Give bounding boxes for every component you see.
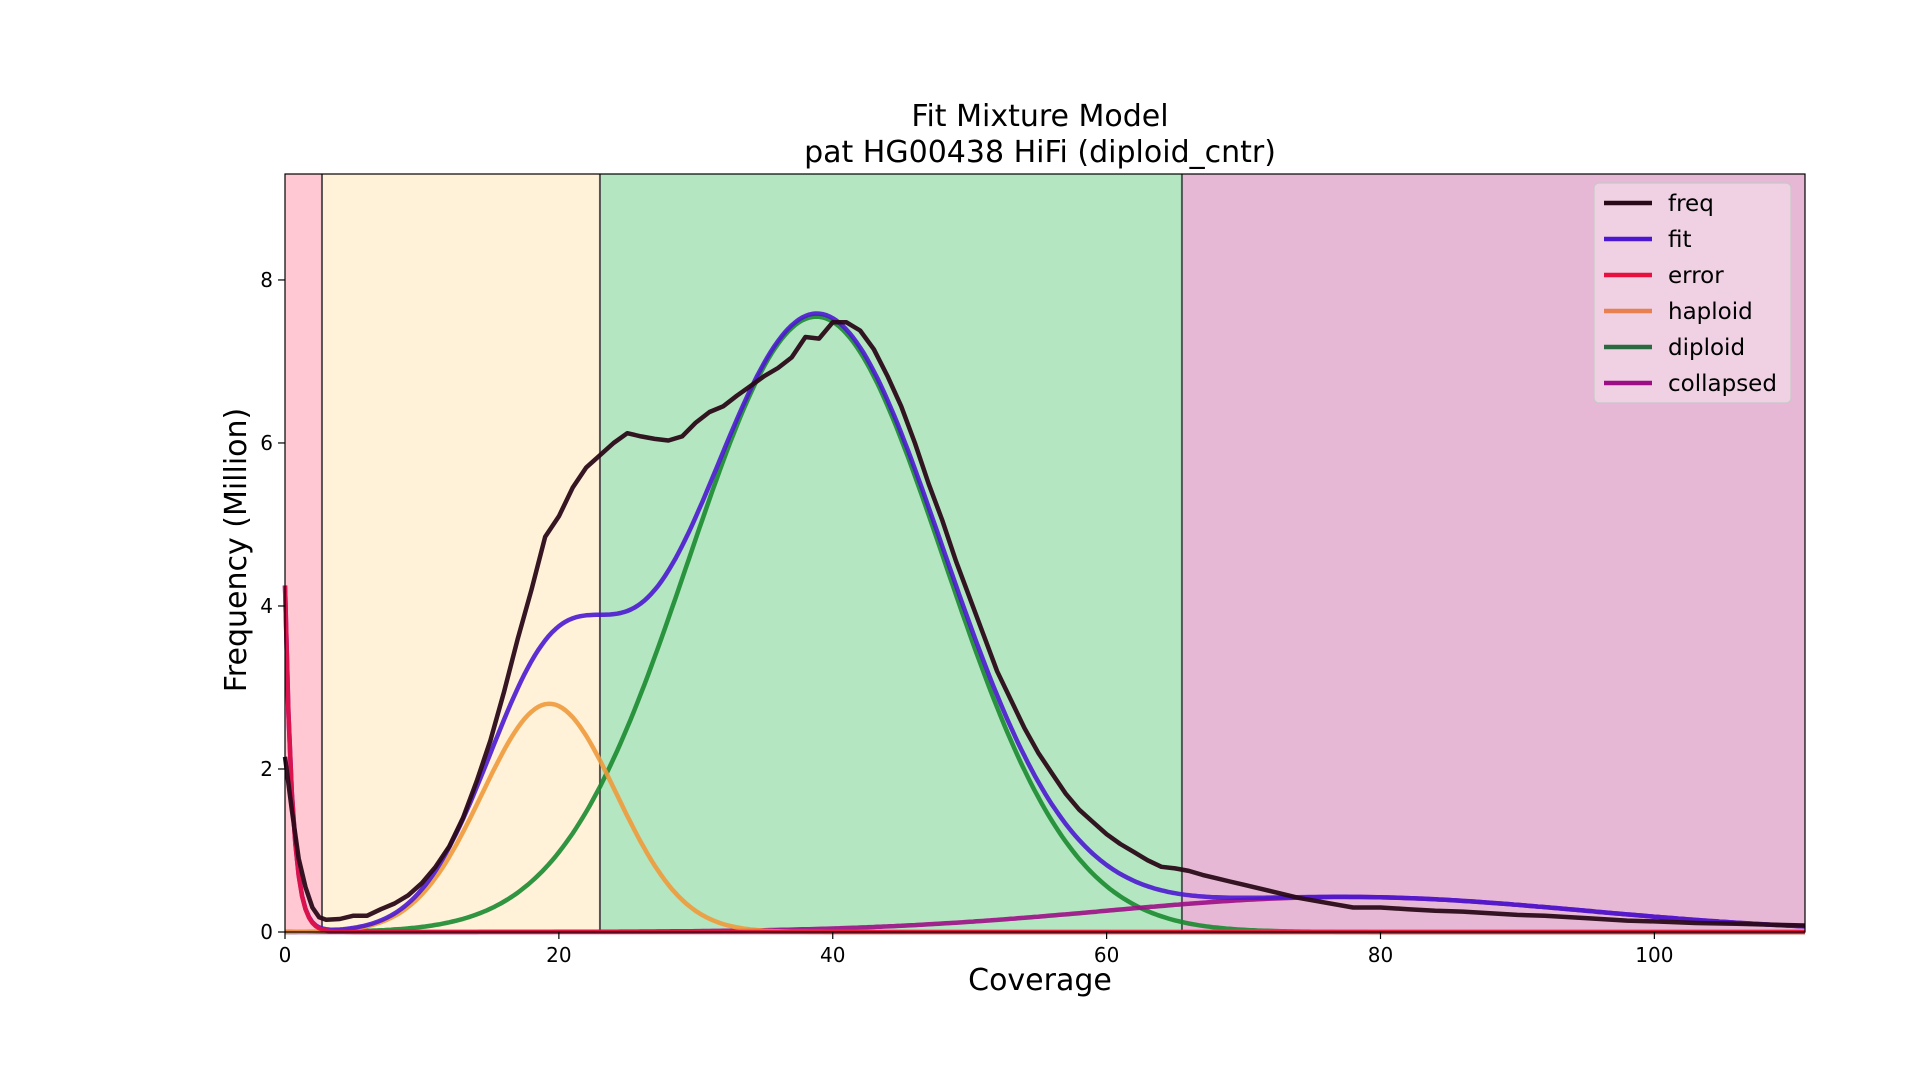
region-1 bbox=[321, 174, 600, 932]
x-tick-label: 20 bbox=[546, 943, 571, 967]
y-axis-label: Frequency (Million) bbox=[219, 408, 254, 693]
legend-label-fit: fit bbox=[1668, 227, 1692, 253]
x-axis-label: Coverage bbox=[968, 963, 1112, 998]
x-tick-label: 60 bbox=[1094, 943, 1119, 967]
y-tick-label: 8 bbox=[260, 268, 273, 292]
region-boundaries bbox=[320, 174, 1183, 932]
series-line-freq bbox=[282, 320, 1806, 928]
x-axis-ticks: 0 20 40 60 80 100 bbox=[279, 932, 1673, 967]
legend-label-haploid: haploid bbox=[1668, 299, 1753, 325]
plot-frame bbox=[284, 173, 1806, 933]
region-3 bbox=[1181, 174, 1805, 932]
region-2 bbox=[599, 174, 1182, 932]
y-tick-label: 4 bbox=[260, 594, 273, 618]
y-axis-ticks: 0 2 4 6 8 bbox=[260, 268, 285, 944]
x-tick-label: 0 bbox=[279, 943, 292, 967]
x-tick-label: 80 bbox=[1368, 943, 1393, 967]
x-tick-label: 100 bbox=[1635, 943, 1673, 967]
y-tick-label: 2 bbox=[260, 757, 273, 781]
y-tick-label: 6 bbox=[260, 431, 273, 455]
legend-label-collapsed: collapsed bbox=[1668, 371, 1777, 397]
y-tick-label: 0 bbox=[260, 920, 273, 944]
legend: freq fit error haploid diploid collapsed bbox=[1593, 182, 1792, 404]
legend-label-error: error bbox=[1668, 263, 1724, 289]
legend-label-diploid: diploid bbox=[1668, 335, 1745, 361]
region-0 bbox=[285, 174, 322, 932]
chart-subtitle: pat HG00438 HiFi (diploid_cntr) bbox=[804, 135, 1276, 170]
chart-title: Fit Mixture Model bbox=[911, 99, 1168, 134]
legend-label-freq: freq bbox=[1668, 191, 1714, 217]
coverage-regions bbox=[285, 174, 1805, 932]
series-line-fit bbox=[282, 311, 1806, 932]
x-tick-label: 40 bbox=[820, 943, 845, 967]
